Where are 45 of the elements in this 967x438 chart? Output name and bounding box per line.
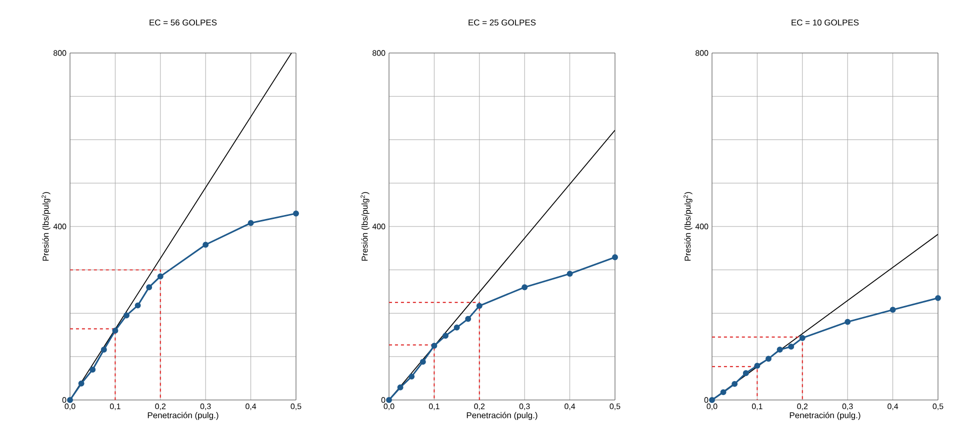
point <box>890 306 896 313</box>
point <box>442 332 448 339</box>
point <box>476 302 482 309</box>
point <box>202 242 209 248</box>
point <box>766 356 772 362</box>
x-axis-title: Penetración (pulg.) <box>790 412 860 420</box>
point <box>788 344 794 350</box>
point <box>465 316 472 322</box>
point <box>397 384 404 390</box>
point <box>612 254 618 260</box>
point <box>935 295 941 302</box>
point <box>124 312 130 318</box>
point <box>157 273 164 280</box>
y-axis-title: Presión (lbs/pulg$^{2}$) <box>42 192 50 261</box>
x-axis-title: Penetración (pulg.) <box>466 412 538 420</box>
point <box>522 284 528 290</box>
point <box>90 366 96 373</box>
point <box>720 389 726 396</box>
point <box>248 220 254 226</box>
point <box>146 284 152 290</box>
x-axis-title: Penetración (pulg.) <box>148 412 218 420</box>
y-axis-title: Presión (lbs/pulg$^{2}$) <box>684 192 692 261</box>
point <box>408 374 415 380</box>
point <box>386 396 392 403</box>
point <box>566 270 573 277</box>
point <box>134 302 141 308</box>
y-axis-title: Presión (lbs/pulg$^{2}$) <box>360 192 370 261</box>
point <box>420 358 426 365</box>
point <box>67 396 73 403</box>
point <box>78 380 84 386</box>
point <box>754 362 760 369</box>
point <box>112 328 118 334</box>
chart-title: EC = 10 GOLPES <box>792 20 859 26</box>
point <box>799 334 806 341</box>
point <box>709 396 715 403</box>
point <box>454 324 460 331</box>
point <box>732 380 738 387</box>
point <box>293 210 299 216</box>
point <box>776 346 783 353</box>
chart-title: EC = 25 GOLPES <box>468 20 536 26</box>
point <box>742 370 749 376</box>
chart-title: EC = 56 GOLPES <box>150 20 217 26</box>
point <box>844 318 851 325</box>
point <box>431 342 438 349</box>
point <box>100 346 107 353</box>
